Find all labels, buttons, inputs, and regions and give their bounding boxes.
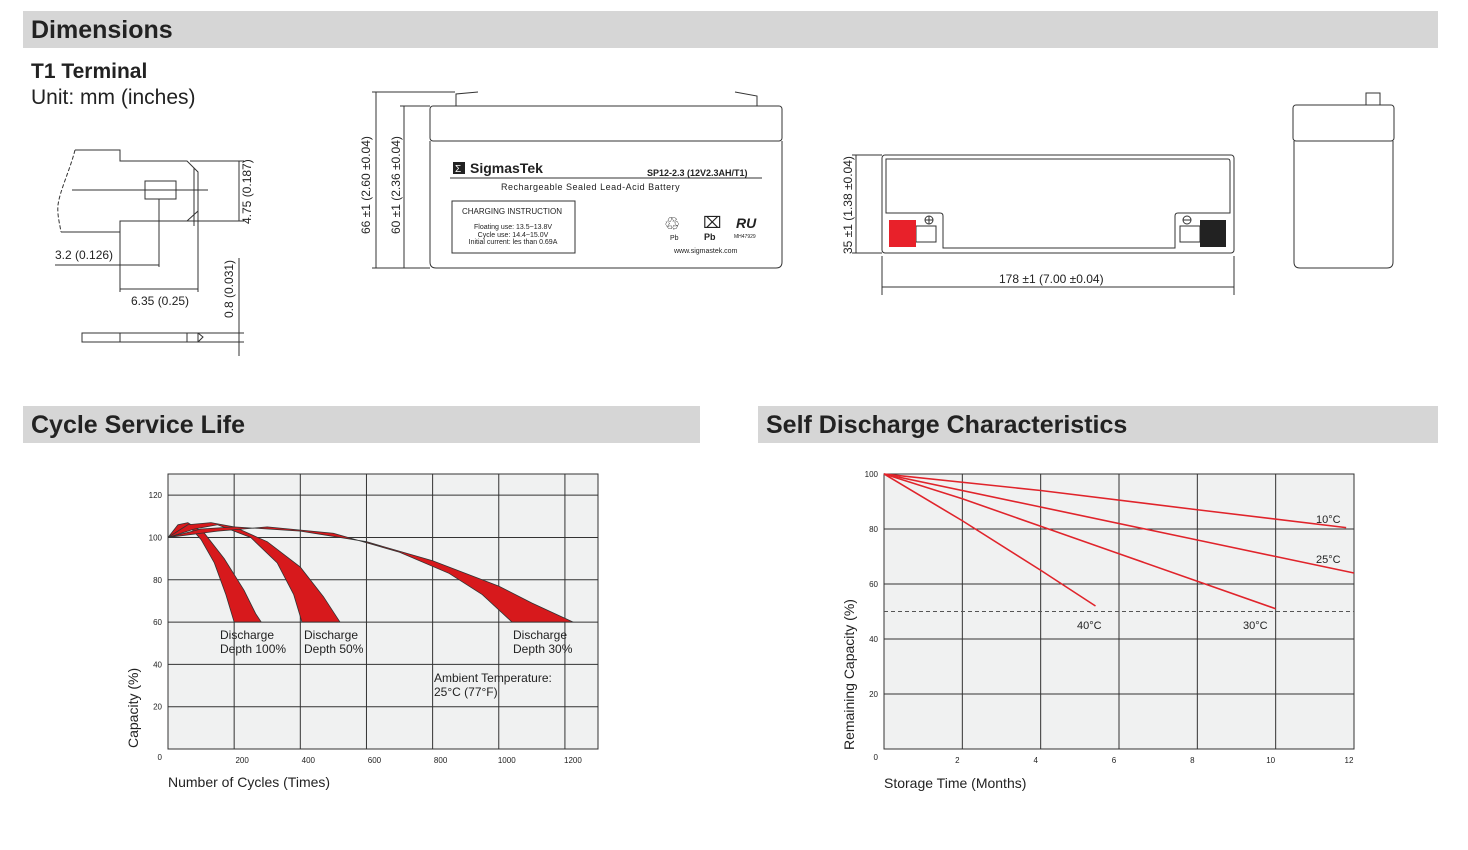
y-tick-label: 40 bbox=[869, 635, 878, 644]
annotation: Ambient Temperature: bbox=[434, 671, 552, 685]
x-tick-label: 1200 bbox=[564, 756, 582, 765]
battery-subtitle: Rechargeable Sealed Lead-Acid Battery bbox=[501, 182, 680, 192]
series-line-0 bbox=[883, 473, 1347, 529]
battery-front-view bbox=[372, 91, 783, 269]
y-tick-label: 100 bbox=[149, 533, 163, 542]
y-tick-label: 60 bbox=[153, 618, 162, 627]
charging-title: CHARGING INSTRUCTION bbox=[462, 207, 562, 216]
series-label: 25°C bbox=[1316, 554, 1341, 566]
x-axis-label: Number of Cycles (Times) bbox=[168, 774, 330, 790]
series-line-2 bbox=[883, 473, 1276, 610]
series-label: 40°C bbox=[1077, 620, 1102, 632]
y-tick-label: 0 bbox=[158, 753, 163, 762]
x-tick-label: 6 bbox=[1112, 756, 1117, 765]
x-tick-label: 2 bbox=[955, 756, 960, 765]
positive-terminal-marker bbox=[889, 220, 916, 247]
dim-battery-length: 178 ±1 (7.00 ±0.04) bbox=[999, 272, 1104, 286]
dim-terminal-hole: 3.2 (0.126) bbox=[55, 248, 113, 262]
x-tick-label: 10 bbox=[1266, 756, 1275, 765]
annotation: Discharge bbox=[304, 628, 358, 642]
negative-terminal-marker bbox=[1200, 220, 1226, 247]
y-tick-label: 0 bbox=[874, 753, 879, 762]
annotation: Depth 30% bbox=[513, 642, 573, 656]
series-label: 10°C bbox=[1316, 514, 1341, 526]
dim-container-height: 60 ±1 (2.36 ±0.04) bbox=[389, 136, 403, 234]
dim-battery-width: 35 ±1 (1.38 ±0.04) bbox=[841, 156, 855, 254]
series-line-1 bbox=[883, 473, 1355, 574]
terminal-drawing bbox=[55, 149, 244, 356]
recycle-icon: ♲ bbox=[664, 214, 680, 234]
series-label: 30°C bbox=[1243, 620, 1268, 632]
x-tick-label: 400 bbox=[302, 756, 316, 765]
x-tick-label: 4 bbox=[1033, 756, 1038, 765]
y-tick-label: 80 bbox=[153, 576, 162, 585]
y-tick-label: 100 bbox=[865, 470, 879, 479]
annotation: 25°C (77°F) bbox=[434, 685, 498, 699]
charging-floating: Floating use: 13.5~13.8V bbox=[474, 224, 552, 231]
section-title: Cycle Service Life bbox=[31, 411, 246, 439]
annotation: Discharge bbox=[220, 628, 274, 642]
y-tick-label: 60 bbox=[869, 580, 878, 589]
brand-logo-icon bbox=[453, 162, 465, 174]
section-title: Dimensions bbox=[31, 16, 173, 44]
y-axis-label: Remaining Capacity (%) bbox=[841, 599, 857, 750]
svg-text:Σ: Σ bbox=[455, 164, 461, 175]
ul-mark-icon: RU bbox=[736, 215, 757, 231]
x-tick-label: 200 bbox=[235, 756, 249, 765]
dim-terminal-width: 6.35 (0.25) bbox=[131, 294, 189, 308]
battery-website: www.sigmastek.com bbox=[673, 248, 738, 255]
section-header-cycle-life: Cycle Service Life bbox=[23, 406, 700, 443]
unit-label: Unit: mm (inches) bbox=[31, 86, 196, 109]
discharge-band-2 bbox=[167, 526, 574, 623]
bin-label: Pb bbox=[704, 232, 716, 242]
charging-cycle: Cycle use: 14.4~15.0V bbox=[478, 232, 549, 239]
annotation: Discharge bbox=[513, 628, 567, 642]
battery-side-view bbox=[1292, 92, 1395, 269]
annotation: Depth 100% bbox=[220, 642, 286, 656]
section-header-dimensions: Dimensions bbox=[23, 11, 1438, 48]
battery-top-view bbox=[852, 154, 1235, 295]
self-discharge-chart: 2 4 6 8 10 12 0 20 40 60 80 100 10°C 25°C 30°C 40°C Rema… bbox=[841, 470, 1355, 791]
y-tick-label: 120 bbox=[149, 491, 163, 500]
x-tick-label: 800 bbox=[434, 756, 448, 765]
recycle-label: Pb bbox=[670, 235, 679, 242]
cycle-life-chart: 200 400 600 800 1000 1200 0 20 40 60 80 100 120 Disch… bbox=[125, 473, 599, 790]
crossed-bin-icon: ⌧ bbox=[703, 215, 721, 232]
battery-brand: SigmasTek bbox=[470, 160, 543, 176]
dim-terminal-thickness: 0.8 (0.031) bbox=[222, 260, 236, 318]
dim-total-height: 66 ±1 (2.60 ±0.04) bbox=[359, 136, 373, 234]
dim-terminal-height: 4.75 (0.187) bbox=[240, 159, 254, 224]
y-tick-label: 80 bbox=[869, 525, 878, 534]
terminal-title: T1 Terminal bbox=[31, 60, 148, 83]
x-axis-label: Storage Time (Months) bbox=[884, 775, 1026, 791]
y-axis-label: Capacity (%) bbox=[125, 668, 141, 748]
x-tick-label: 600 bbox=[368, 756, 382, 765]
section-title: Self Discharge Characteristics bbox=[766, 411, 1128, 439]
y-tick-label: 20 bbox=[153, 703, 162, 712]
x-tick-label: 8 bbox=[1190, 756, 1195, 765]
x-tick-label: 1000 bbox=[498, 756, 516, 765]
battery-model: SP12-2.3 (12V2.3AH/T1) bbox=[647, 168, 748, 178]
section-header-self-discharge: Self Discharge Characteristics bbox=[758, 406, 1438, 443]
annotation: Depth 50% bbox=[304, 642, 364, 656]
x-tick-label: 12 bbox=[1345, 756, 1354, 765]
series-line-3 bbox=[883, 473, 1096, 607]
y-tick-label: 20 bbox=[869, 690, 878, 699]
charging-initial: Initial current: les than 0.69A bbox=[469, 239, 558, 246]
ul-code: MH47929 bbox=[734, 234, 756, 240]
y-tick-label: 40 bbox=[153, 660, 162, 669]
